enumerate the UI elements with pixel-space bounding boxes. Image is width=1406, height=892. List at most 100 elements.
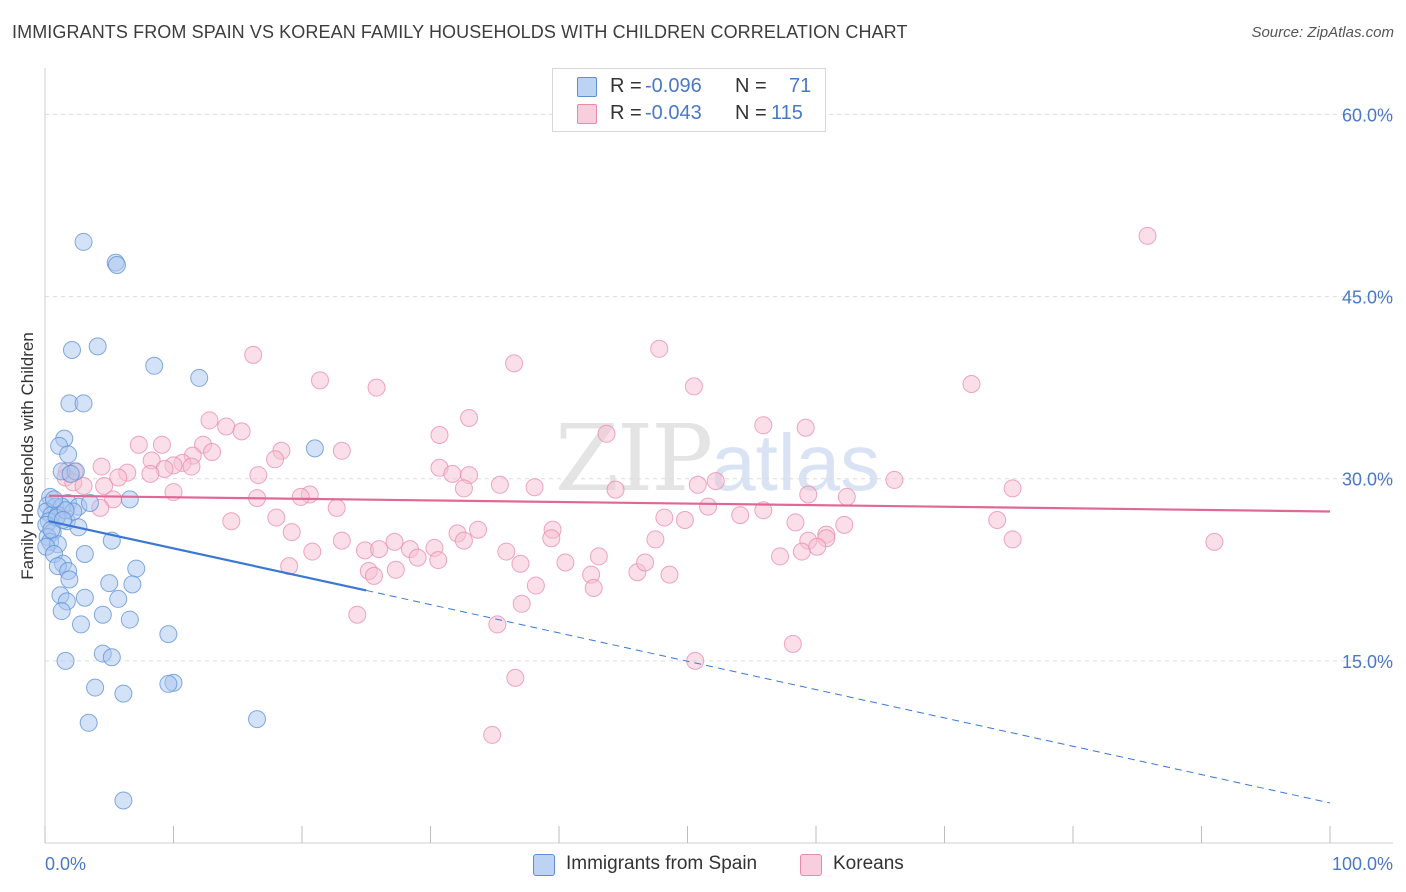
korean-point	[74, 477, 93, 495]
korean-trend-line	[48, 494, 1331, 513]
korean-point	[589, 547, 608, 566]
axes	[44, 68, 1393, 844]
spain-point	[114, 684, 133, 703]
legend-swatch-pink	[800, 854, 822, 876]
n-value: 71	[789, 75, 812, 97]
korean-point	[706, 472, 725, 491]
korean-point	[962, 375, 981, 393]
korean-point	[606, 480, 625, 499]
korean-point	[688, 475, 707, 494]
spain-point	[248, 710, 267, 729]
spain-point	[109, 589, 128, 608]
korean-point	[490, 475, 509, 494]
spain-point	[93, 605, 112, 624]
korean-point	[783, 634, 802, 653]
spain-point	[88, 337, 107, 356]
y-tick-label: 45.0%	[1342, 288, 1393, 308]
korean-point	[386, 560, 405, 579]
spain-point	[71, 615, 90, 634]
korean-point	[799, 485, 818, 504]
korean-point	[203, 443, 222, 461]
korean-point	[429, 551, 448, 570]
n-label: N =	[735, 75, 767, 97]
spain-trend-line	[48, 520, 367, 592]
spain-point	[145, 356, 164, 375]
spain-point	[75, 588, 94, 607]
korean-point	[327, 498, 346, 517]
korean-point	[367, 378, 386, 397]
korean-point	[512, 594, 531, 613]
spain-point	[44, 490, 63, 509]
spain-point	[75, 545, 94, 563]
y-tick-label: 60.0%	[1342, 105, 1393, 125]
korean-point	[222, 512, 241, 531]
korean-point	[686, 651, 705, 670]
source-credit: Source: ZipAtlas.com	[1251, 24, 1394, 41]
korean-point	[636, 553, 655, 572]
spain-point	[114, 791, 133, 810]
watermark-zip: ZIP	[555, 405, 713, 512]
korean-point	[988, 511, 1007, 529]
tick-labels: 15.0% 30.0% 45.0% 60.0% 0.0% 100.0%	[45, 105, 1393, 874]
watermark: ZIPatlas	[555, 405, 880, 512]
spain-point	[107, 256, 126, 274]
spain-trend-extension	[366, 589, 1331, 804]
korean-point	[505, 354, 524, 373]
legend-swatch-blue	[577, 77, 597, 97]
korean-point	[141, 464, 160, 483]
korean-point	[182, 457, 201, 476]
n-value: 115	[771, 102, 803, 124]
chart-title: IMMIGRANTS FROM SPAIN VS KOREAN FAMILY H…	[12, 22, 908, 42]
korean-point	[556, 553, 575, 572]
korean-point	[488, 615, 507, 634]
korean-point	[364, 566, 383, 585]
korean-point	[786, 513, 805, 532]
r-value: -0.043	[645, 102, 702, 124]
korean-point	[655, 508, 674, 527]
korean-point	[754, 416, 773, 435]
korean-point	[792, 542, 811, 561]
korean-point	[249, 466, 268, 485]
spain-point	[159, 674, 178, 693]
korean-point	[506, 668, 525, 687]
spain-point	[120, 610, 139, 629]
spain-point	[56, 651, 75, 670]
spain-point	[74, 394, 93, 413]
spain-point	[190, 368, 209, 387]
korean-point	[1003, 479, 1022, 498]
spain-point	[86, 678, 105, 697]
korean-point	[92, 457, 111, 476]
korean-point	[95, 477, 114, 495]
korean-point	[454, 531, 473, 550]
correlation-legend: R = -0.096 N = 71 R = -0.043 N = 115	[552, 68, 826, 132]
korean-point	[370, 540, 389, 559]
spain-point	[74, 232, 93, 251]
spain-point	[59, 445, 78, 464]
korean-point	[526, 576, 545, 595]
korean-point	[109, 468, 128, 487]
grid-lines	[45, 113, 1393, 662]
x-tick-label: 100.0%	[1332, 854, 1393, 874]
korean-point	[129, 435, 148, 454]
spain-point	[123, 575, 142, 594]
spain-point	[79, 713, 98, 732]
korean-point	[796, 418, 815, 437]
korean-point	[1003, 530, 1022, 549]
korean-point	[837, 487, 856, 506]
korean-point	[291, 487, 310, 506]
spain-point	[100, 574, 119, 593]
korean-point	[525, 478, 544, 497]
korean-point	[1205, 532, 1224, 551]
korean-point	[267, 508, 286, 527]
korean-point	[885, 470, 904, 489]
legend-swatch-blue	[533, 854, 555, 876]
korean-point	[332, 531, 351, 550]
n-label: N =	[735, 102, 767, 124]
korean-point	[152, 435, 171, 454]
series-legend: Immigrants from Spain Koreans	[0, 852, 1406, 878]
korean-point	[808, 537, 827, 556]
spain-point	[159, 625, 178, 644]
korean-point	[675, 511, 694, 529]
legend-label: Immigrants from Spain	[566, 853, 758, 874]
spain-point	[80, 494, 99, 512]
